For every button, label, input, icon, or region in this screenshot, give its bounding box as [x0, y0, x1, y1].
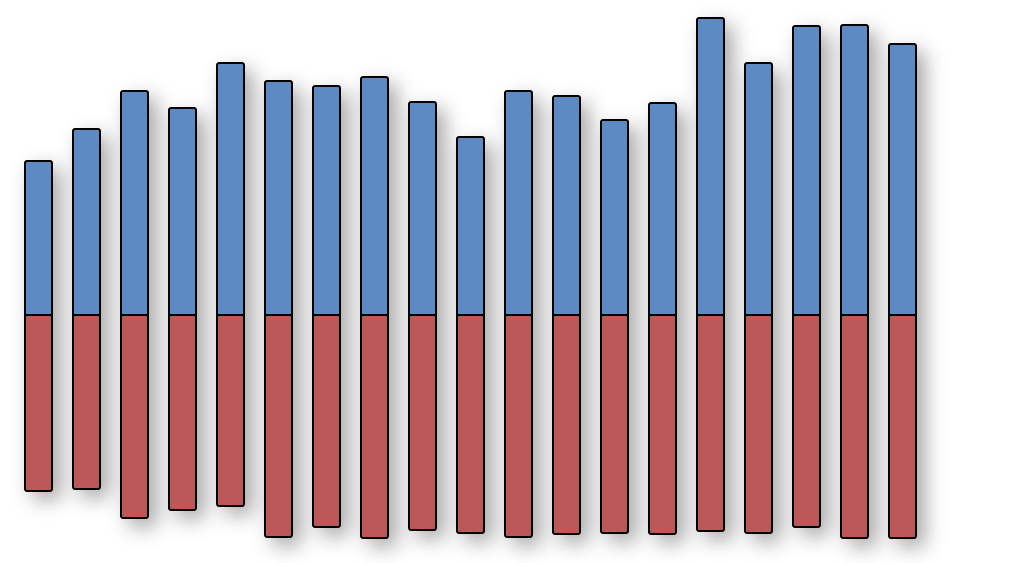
stacked-bar-chart — [0, 0, 1024, 563]
bar — [648, 0, 677, 563]
bar-top-segment — [888, 43, 917, 314]
bar — [312, 0, 341, 563]
bar-bottom-segment — [456, 314, 485, 534]
bar — [360, 0, 389, 563]
bar — [264, 0, 293, 563]
bar-bottom-segment — [696, 314, 725, 532]
bar-top-segment — [504, 90, 533, 314]
bar-top-segment — [696, 17, 725, 314]
bar-bottom-segment — [648, 314, 677, 535]
bar-top-segment — [840, 24, 869, 314]
bar-top-segment — [264, 80, 293, 314]
bar — [792, 0, 821, 563]
bar-bottom-segment — [408, 314, 437, 531]
bar — [120, 0, 149, 563]
bar-top-segment — [120, 90, 149, 314]
bar-bottom-segment — [360, 314, 389, 539]
bar-bottom-segment — [744, 314, 773, 534]
bar-top-segment — [792, 25, 821, 314]
bar-bottom-segment — [120, 314, 149, 519]
bar — [216, 0, 245, 563]
bar-top-segment — [648, 102, 677, 314]
bar — [168, 0, 197, 563]
bar — [840, 0, 869, 563]
bar-bottom-segment — [72, 314, 101, 490]
bar — [72, 0, 101, 563]
bar — [24, 0, 53, 563]
bar-top-segment — [216, 62, 245, 314]
bar — [456, 0, 485, 563]
bar — [600, 0, 629, 563]
bar-top-segment — [312, 85, 341, 314]
bar — [408, 0, 437, 563]
bar-bottom-segment — [264, 314, 293, 538]
bar-bottom-segment — [504, 314, 533, 538]
bar-top-segment — [456, 136, 485, 314]
bar-bottom-segment — [888, 314, 917, 539]
bar — [696, 0, 725, 563]
bar — [504, 0, 533, 563]
bar-bottom-segment — [600, 314, 629, 534]
bar-top-segment — [168, 107, 197, 314]
bar-bottom-segment — [24, 314, 53, 492]
bar-bottom-segment — [552, 314, 581, 535]
bar — [744, 0, 773, 563]
bar-top-segment — [24, 160, 53, 314]
bar — [888, 0, 917, 563]
bar-bottom-segment — [312, 314, 341, 528]
bar — [552, 0, 581, 563]
bar-top-segment — [600, 119, 629, 314]
bar-top-segment — [552, 95, 581, 314]
bar-bottom-segment — [216, 314, 245, 507]
bar-top-segment — [360, 76, 389, 314]
bar-bottom-segment — [840, 314, 869, 539]
bar-bottom-segment — [168, 314, 197, 511]
bar-bottom-segment — [792, 314, 821, 528]
bar-top-segment — [744, 62, 773, 314]
bar-top-segment — [72, 128, 101, 314]
bar-top-segment — [408, 101, 437, 314]
